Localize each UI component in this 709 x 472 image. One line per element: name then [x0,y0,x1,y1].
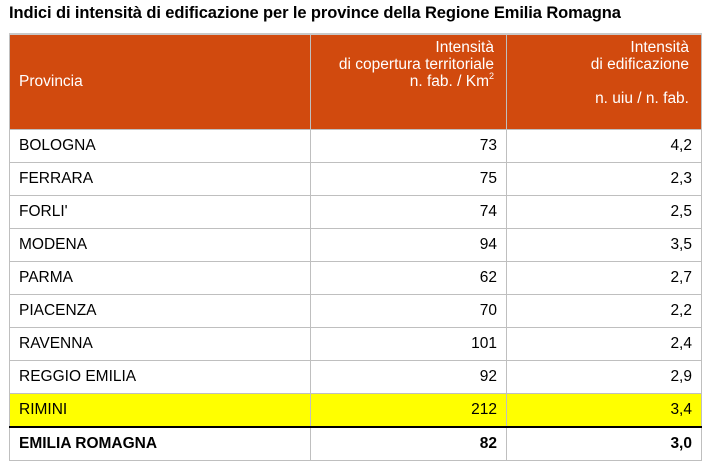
table-row: PARMA 62 2,7 [9,261,702,295]
provinces-table: Provincia Intensità di copertura territo… [9,33,702,461]
table-row-highlighted: RIMINI 212 3,4 [9,393,702,428]
provincia-cell: RAVENNA [9,327,311,361]
copertura-cell: 75 [310,162,507,196]
table-row: REGGIO EMILIA 92 2,9 [9,360,702,394]
edificazione-cell: 3,5 [506,228,702,262]
provincia-cell: FERRARA [9,162,311,196]
edificazione-cell: 2,5 [506,195,702,229]
table-row: PIACENZA 70 2,2 [9,294,702,328]
header-copertura-line1: Intensità [435,39,494,56]
total-copertura-cell: 82 [310,426,507,461]
copertura-cell: 94 [310,228,507,262]
header-edificazione: Intensità di edificazione n. uiu / n. fa… [506,33,702,130]
page-title: Indici di intensità di edificazione per … [9,4,621,22]
header-copertura-line2: di copertura territoriale [338,56,494,73]
header-copertura-unit-sup: 2 [488,71,494,81]
header-edificazione-unit: n. uiu / n. fab. [595,90,689,107]
edificazione-cell: 2,4 [506,327,702,361]
provincia-cell: PIACENZA [9,294,311,328]
table-header-row: Provincia Intensità di copertura territo… [9,33,702,130]
provincia-cell: REGGIO EMILIA [9,360,311,394]
header-provincia: Provincia [9,33,311,130]
copertura-cell: 74 [310,195,507,229]
total-provincia-cell: EMILIA ROMAGNA [9,426,311,461]
header-edificazione-line2: di edificazione [590,56,689,73]
table-row: FORLI' 74 2,5 [9,195,702,229]
copertura-cell: 212 [310,393,507,428]
provincia-cell: FORLI' [9,195,311,229]
header-copertura-unit-text: n. fab. / Km [409,73,489,90]
provincia-cell: RIMINI [9,393,311,428]
edificazione-cell: 4,2 [506,129,702,163]
table-row: RAVENNA 101 2,4 [9,327,702,361]
provincia-cell: BOLOGNA [9,129,311,163]
copertura-cell: 62 [310,261,507,295]
copertura-cell: 92 [310,360,507,394]
provincia-cell: MODENA [9,228,311,262]
copertura-cell: 73 [310,129,507,163]
table-row: FERRARA 75 2,3 [9,162,702,196]
header-copertura-unit: n. fab. / Km2 [409,71,494,91]
header-copertura: Intensità di copertura territoriale n. f… [310,33,507,130]
header-edificazione-line1: Intensità [630,39,689,56]
edificazione-cell: 2,3 [506,162,702,196]
edificazione-cell: 3,4 [506,393,702,428]
provincia-cell: PARMA [9,261,311,295]
table-row: BOLOGNA 73 4,2 [9,129,702,163]
table-row: MODENA 94 3,5 [9,228,702,262]
copertura-cell: 101 [310,327,507,361]
copertura-cell: 70 [310,294,507,328]
edificazione-cell: 2,7 [506,261,702,295]
edificazione-cell: 2,2 [506,294,702,328]
table-total-row: EMILIA ROMAGNA 82 3,0 [9,426,702,461]
total-edificazione-cell: 3,0 [506,426,702,461]
edificazione-cell: 2,9 [506,360,702,394]
